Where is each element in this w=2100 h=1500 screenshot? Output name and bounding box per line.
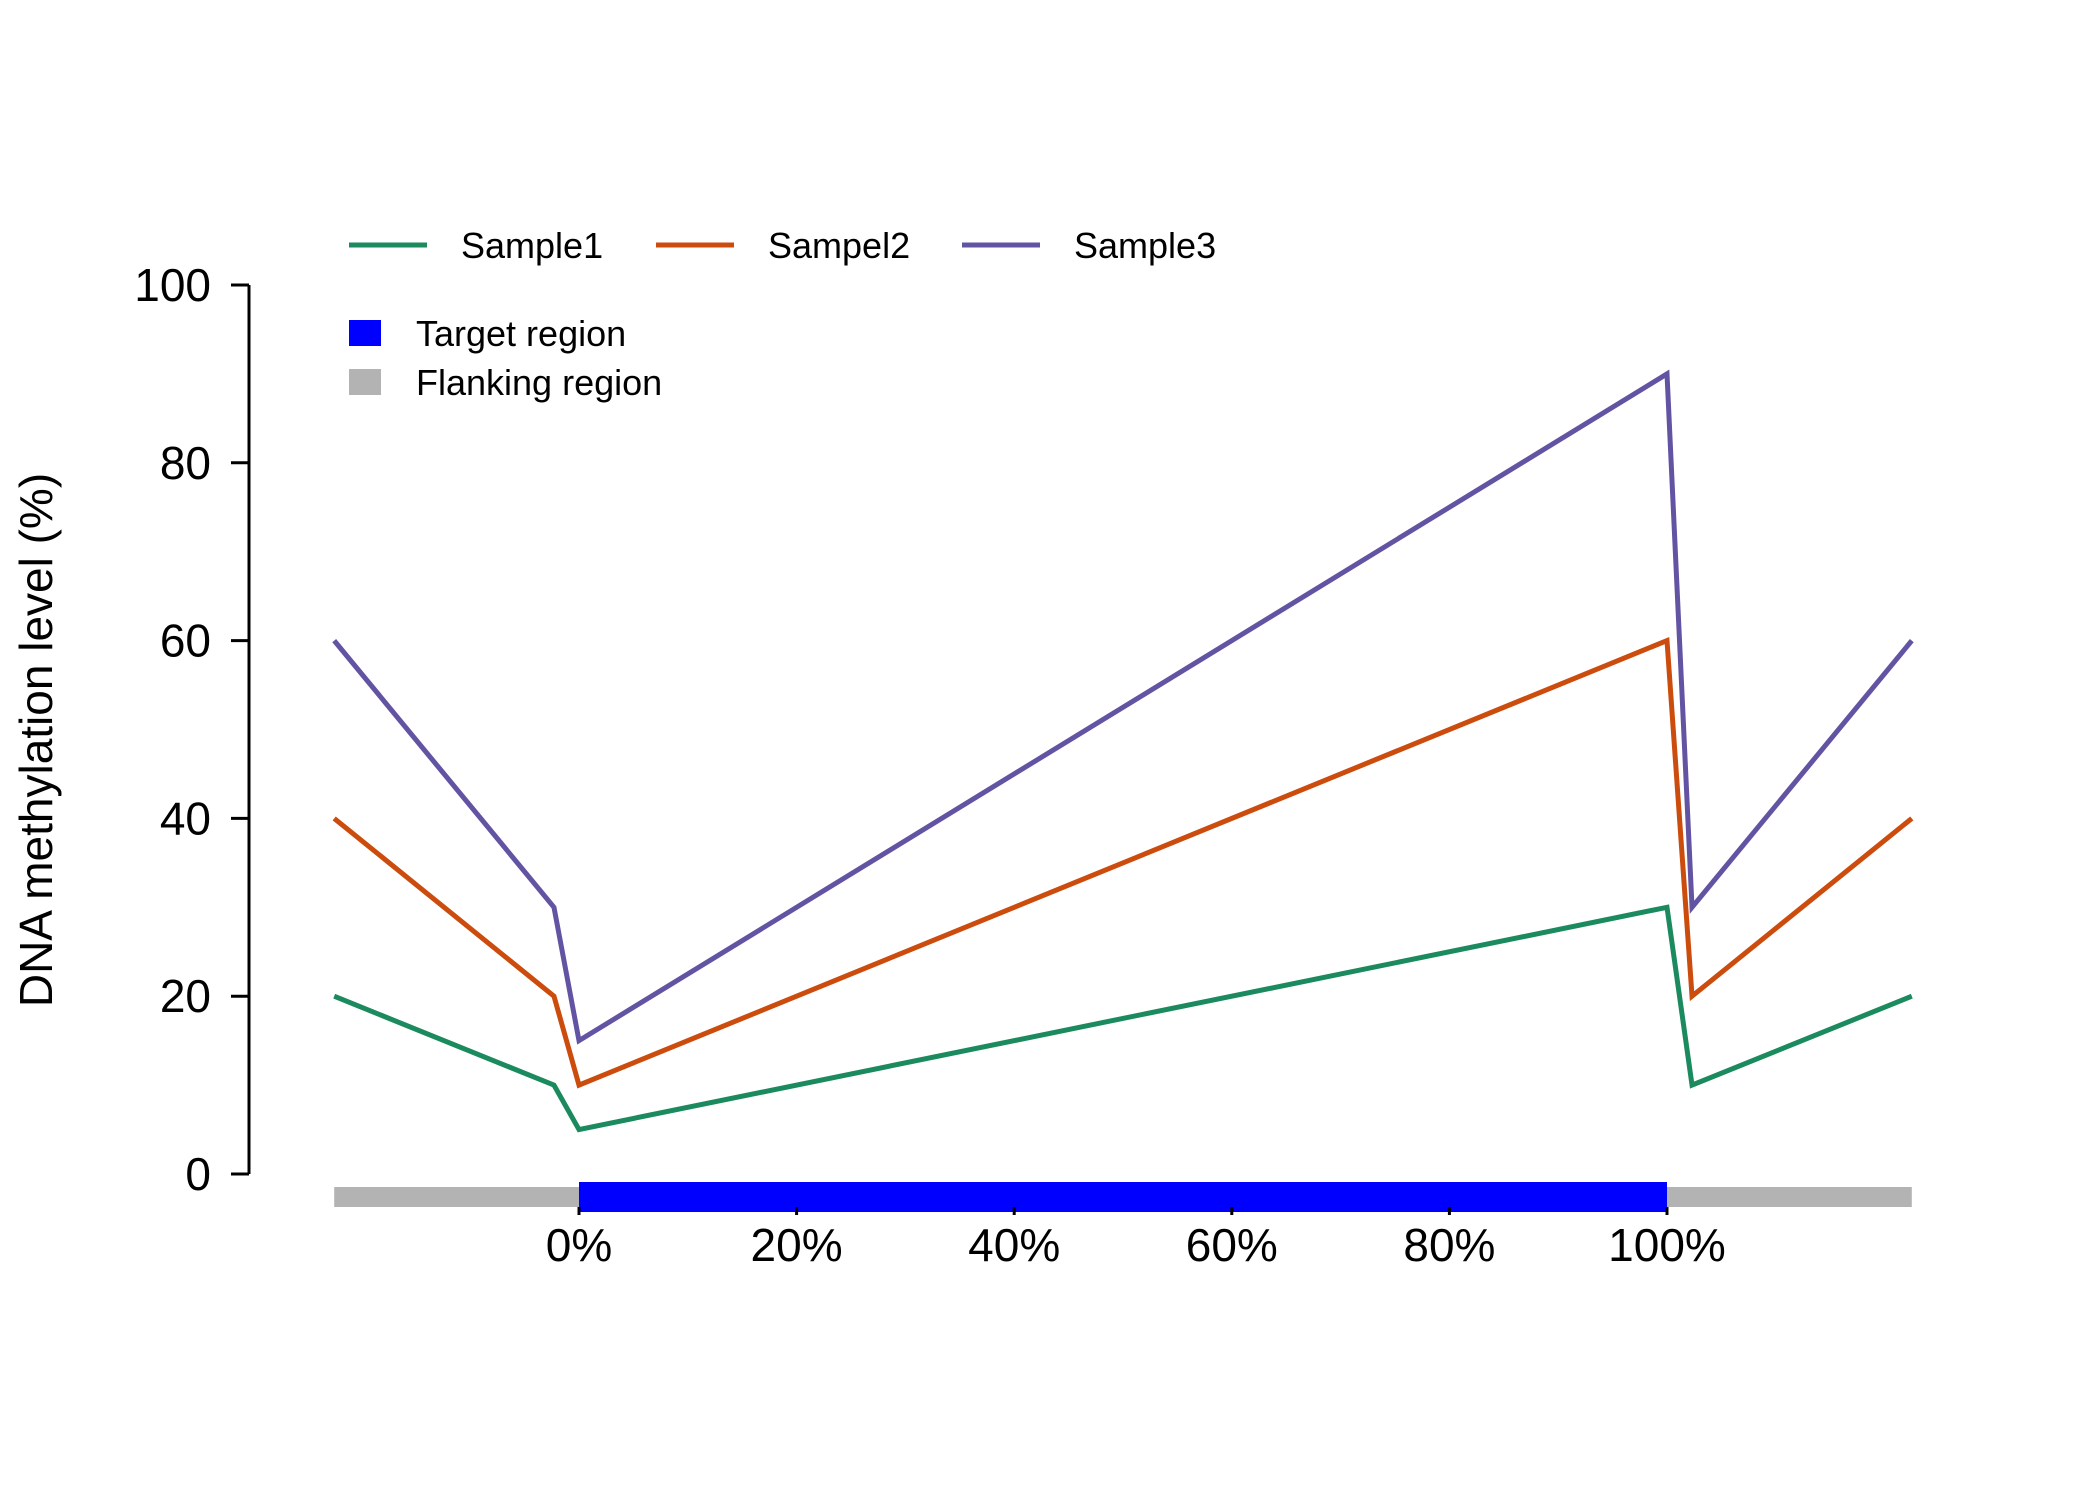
y-tick-label: 40 xyxy=(160,792,211,844)
legend-label-sample3: Sample3 xyxy=(1074,225,1216,266)
target-region-bar xyxy=(579,1182,1667,1212)
y-tick-label: 100 xyxy=(134,259,211,311)
region-bars xyxy=(334,1182,1912,1212)
legend-swatch-flanking-region xyxy=(349,369,381,395)
y-tick-label: 80 xyxy=(160,437,211,489)
y-axis: 0 20 40 60 80 100 xyxy=(134,259,251,1200)
y-axis-title: DNA methylation level (%) xyxy=(10,473,62,1007)
x-tick-label: 100% xyxy=(1608,1219,1726,1271)
series-line-sample3 xyxy=(332,369,1914,1045)
x-tick-label: 80% xyxy=(1403,1219,1495,1271)
legend-swatch-target-region xyxy=(349,320,381,346)
series-line-sample1 xyxy=(333,904,1913,1133)
x-tick-label: 20% xyxy=(751,1219,843,1271)
x-tick-label: 40% xyxy=(968,1219,1060,1271)
legend-label-sampel2: Sampel2 xyxy=(768,225,910,266)
series-line-sampel2 xyxy=(332,636,1914,1089)
y-tick-label: 60 xyxy=(160,615,211,667)
region-legend: Target region Flanking region xyxy=(349,313,662,403)
y-tick-label: 20 xyxy=(160,970,211,1022)
legend-label-flanking-region: Flanking region xyxy=(416,362,662,403)
series-lines xyxy=(332,369,1914,1133)
series-legend: Sample1 Sampel2 Sample3 xyxy=(349,225,1216,266)
x-tick-label: 60% xyxy=(1186,1219,1278,1271)
x-axis: 0% 20% 40% 60% 80% 100% xyxy=(546,1207,1726,1271)
legend-label-sample1: Sample1 xyxy=(461,225,603,266)
y-tick-label: 0 xyxy=(185,1148,211,1200)
legend-label-target-region: Target region xyxy=(416,313,626,354)
x-tick-label: 0% xyxy=(546,1219,612,1271)
